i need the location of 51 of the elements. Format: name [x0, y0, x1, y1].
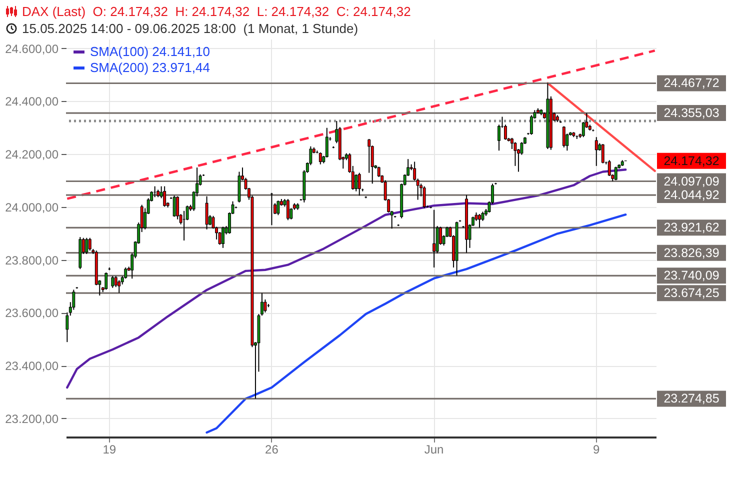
candlestick [478, 214, 481, 228]
candlestick [432, 209, 436, 268]
candlestick [270, 192, 274, 226]
y-tick-label: 24.000,00 [5, 200, 59, 214]
y-tick-label: 23.200,00 [5, 412, 59, 426]
candlestick [318, 152, 322, 165]
y-tick-label: 24.400,00 [5, 94, 59, 109]
candlestick [601, 143, 604, 164]
candlestick [276, 200, 280, 216]
candlestick [358, 172, 361, 196]
y-tick-label: 23.400,00 [5, 359, 59, 374]
candlestick [88, 237, 92, 252]
x-tick-label: 26 [265, 442, 279, 456]
ref-line-label: 24.467,72 [664, 76, 720, 90]
ref-line-label: 23.921,62 [664, 220, 720, 235]
candlestick [104, 272, 108, 290]
ref-line-label: 23.826,39 [664, 246, 720, 260]
ref-line-label: 23.674,25 [664, 286, 720, 300]
ref-line-label: 24.044,92 [664, 188, 720, 202]
x-tick-label: Jun [424, 442, 444, 456]
candlestick [354, 174, 358, 192]
y-tick-label: 24.200,00 [5, 148, 59, 162]
candlestick [422, 186, 426, 209]
candlestick [264, 298, 267, 313]
chart-title: DAX (Last) O: 24.174,32 H: 24.174,32 L: 24.174,32 C: 24.174,32 [22, 3, 411, 20]
legend-label: SMA(200) 23.971,44 [90, 60, 210, 75]
y-tick-label: 23.800,00 [5, 253, 59, 268]
candlestick [614, 166, 618, 181]
line-series [206, 213, 627, 434]
ref-line-label: 23.274,85 [664, 392, 720, 406]
candlestick [594, 136, 598, 166]
candlestick [85, 237, 88, 254]
y-tick-label: 23.600,00 [5, 306, 59, 320]
ref-line-label: 23.740,09 [664, 268, 720, 283]
ref-line-label: 24.355,03 [664, 106, 720, 120]
ref-line-label: 24.097,09 [664, 174, 720, 188]
legend-label: SMA(100) 24.141,10 [90, 44, 210, 59]
candlestick [205, 196, 208, 230]
text: 24.174,32 [664, 154, 720, 168]
x-tick-label: 19 [102, 442, 116, 456]
candlestick [163, 186, 166, 208]
chart-subtitle: 15.05.2025 14:00 - 09.06.2025 18:00 (1 Monat, 1 Stunde) [22, 20, 358, 37]
candlestick [562, 126, 566, 148]
y-tick-label: 24.600,00 [5, 42, 59, 56]
x-tick-label: 9 [593, 442, 600, 456]
line-series [66, 168, 627, 389]
candlestick [118, 280, 121, 294]
candlestick [172, 195, 176, 218]
candlestick [286, 198, 290, 221]
candlestick [222, 226, 224, 248]
candlestick [111, 275, 114, 288]
